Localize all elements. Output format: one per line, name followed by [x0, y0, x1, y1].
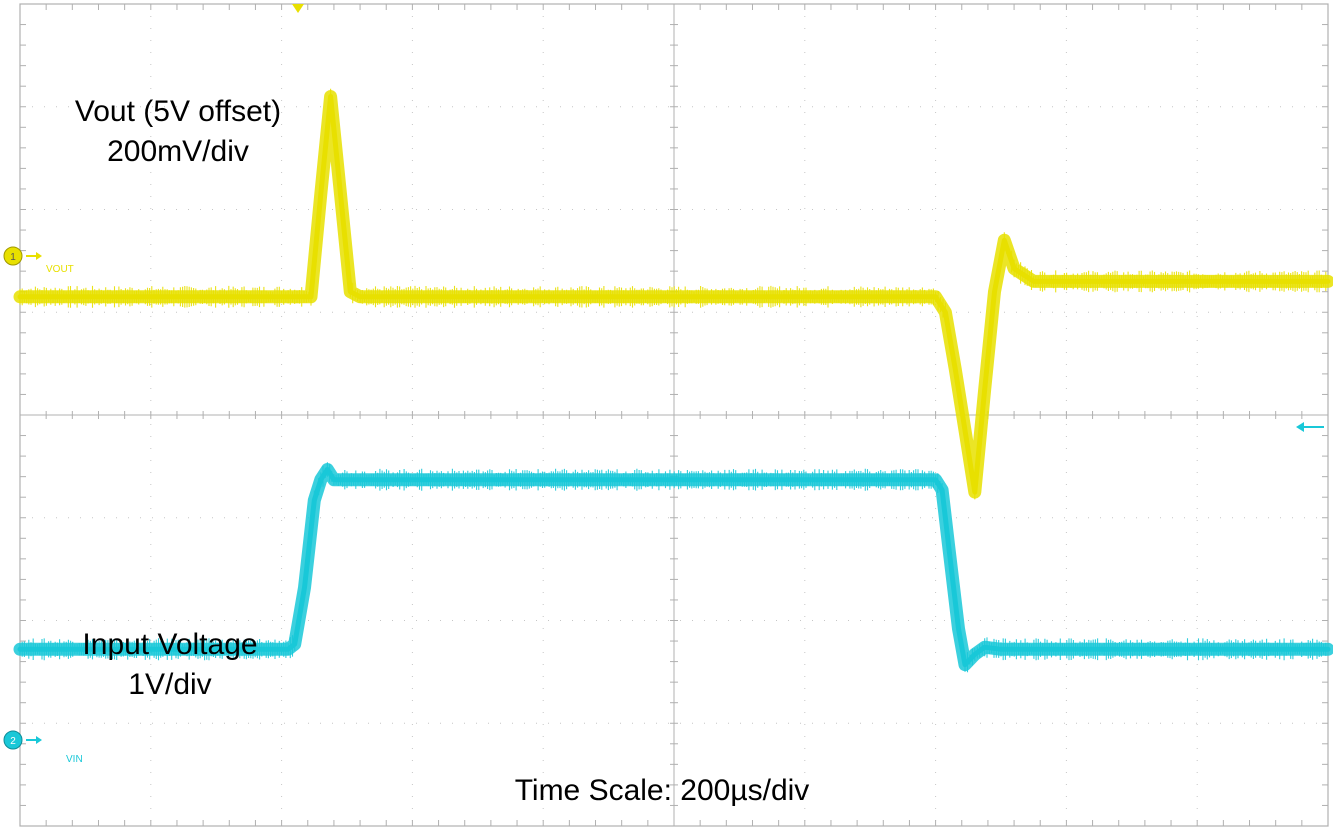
vin-annotation: Input Voltage 1V/div — [40, 630, 300, 700]
trigger-level-marker — [1296, 422, 1324, 432]
vin-annotation-line1: Input Voltage — [82, 628, 258, 661]
time-scale-label: Time Scale: 200µs/div — [514, 774, 810, 807]
vout-trace — [13, 88, 1333, 500]
ch1-tag: VOUT — [46, 264, 74, 275]
ch2-marker-label: 2 — [10, 736, 16, 747]
ch2-ground-marker: 2 VIN — [3, 730, 83, 765]
ch1-ground-marker: 1 VOUT — [3, 246, 74, 275]
vin-annotation-line2: 1V/div — [128, 668, 212, 701]
grid — [19, 3, 1329, 827]
trigger-position-marker — [292, 4, 304, 13]
markers: 1 VOUT 2 VIN — [3, 4, 1324, 765]
trace-noise — [19, 462, 1327, 673]
ch2-tag: VIN — [66, 754, 83, 765]
vin-trace — [13, 462, 1333, 673]
vout-annotation-line2: 200mV/div — [107, 135, 249, 168]
vout-annotation-line1: Vout (5V offset) — [74, 95, 282, 128]
vout-annotation: Vout (5V offset) 200mV/div — [24, 97, 332, 167]
ch1-marker-label: 1 — [10, 252, 16, 263]
trace-noise — [19, 88, 1327, 500]
